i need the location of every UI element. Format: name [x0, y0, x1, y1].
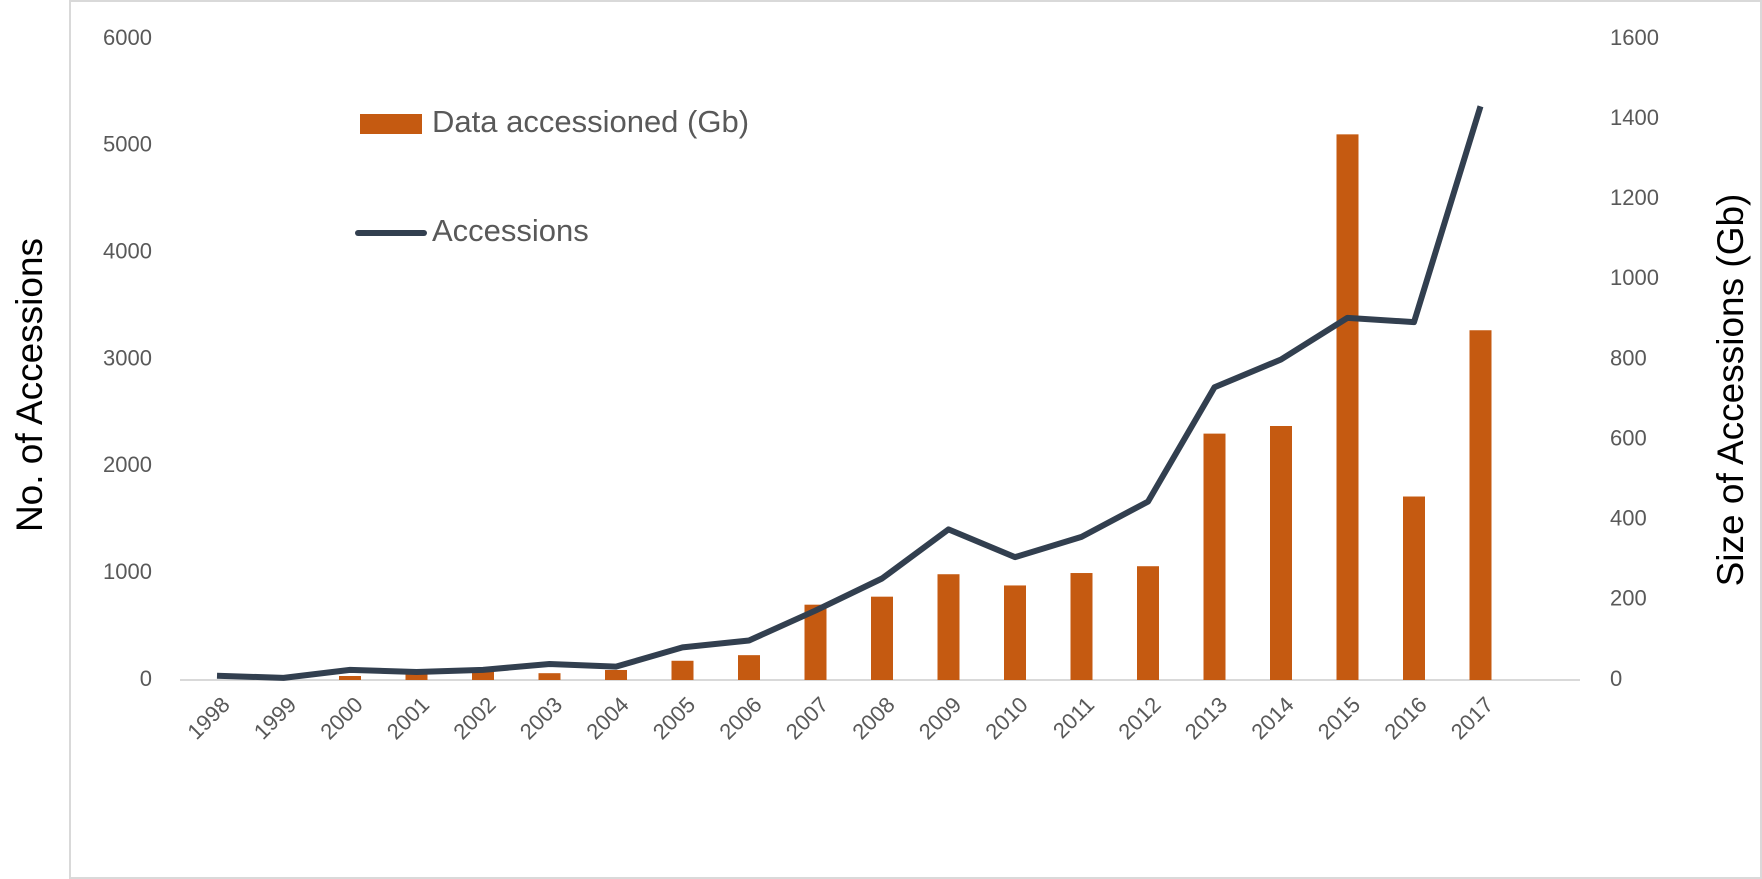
y-tick-label: 4000	[103, 238, 152, 263]
x-tick-label: 2003	[515, 692, 567, 744]
legend-swatch	[360, 114, 422, 134]
x-tick-label: 2002	[448, 692, 500, 744]
legend-label: Data accessioned (Gb)	[432, 104, 749, 139]
x-tick-label: 2017	[1446, 692, 1498, 744]
y2-tick-label: 1200	[1610, 185, 1659, 210]
x-tick-label: 2004	[581, 692, 633, 744]
bar	[1203, 433, 1226, 680]
bar	[1004, 585, 1026, 680]
y2-tick-label: 800	[1610, 345, 1647, 370]
chart-frame	[69, 0, 1762, 879]
bar	[538, 673, 561, 680]
bar	[1270, 426, 1292, 680]
bar	[1137, 566, 1159, 680]
x-tick-label: 1998	[182, 692, 234, 744]
x-tick-label: 2008	[847, 692, 899, 744]
y-tick-label: 0	[140, 666, 152, 691]
y-tick-label: 1000	[103, 559, 152, 584]
x-tick-label: 2005	[648, 692, 700, 744]
bar	[1469, 330, 1492, 680]
bar	[1336, 134, 1359, 680]
y2-tick-label: 1000	[1610, 265, 1659, 290]
y2-tick-label: 400	[1610, 506, 1647, 531]
bar	[804, 604, 827, 680]
bar	[605, 669, 627, 680]
x-tick-label: 2014	[1246, 692, 1298, 744]
y2-tick-label: 0	[1610, 666, 1622, 691]
y-tick-label: 5000	[103, 132, 152, 157]
y2-tick-label: 600	[1610, 425, 1647, 450]
x-tick-label: 2015	[1313, 692, 1365, 744]
y-tick-label: 2000	[103, 452, 152, 477]
x-tick-label: 2006	[714, 692, 766, 744]
bar	[937, 574, 960, 680]
x-tick-label: 2012	[1113, 692, 1165, 744]
y2-tick-label: 1400	[1610, 105, 1659, 130]
bar	[671, 660, 694, 680]
bar	[472, 671, 494, 680]
line	[216, 105, 1484, 681]
y2-tick-label: 200	[1610, 586, 1647, 611]
bar	[1403, 496, 1425, 680]
legend-label: Accessions	[432, 213, 589, 248]
y2-tick-label: 1600	[1610, 25, 1659, 50]
bar	[738, 655, 760, 680]
x-tick-label: 1999	[249, 692, 301, 744]
y-axis-title: No. of Accessions	[9, 238, 50, 532]
bar	[339, 675, 361, 680]
y2-axis-title: Size of Accessions (Gb)	[1710, 194, 1751, 587]
x-tick-label: 2009	[914, 692, 966, 744]
x-tick-label: 2016	[1379, 692, 1431, 744]
bar	[405, 671, 428, 680]
y-tick-label: 3000	[103, 345, 152, 370]
x-tick-label: 2010	[980, 692, 1032, 744]
x-tick-label: 2001	[382, 692, 434, 744]
x-tick-label: 2011	[1048, 692, 1099, 743]
x-tick-label: 2000	[315, 692, 367, 744]
x-tick-label: 2013	[1180, 692, 1232, 744]
bar	[1070, 573, 1093, 680]
bar	[871, 596, 893, 680]
y-tick-label: 6000	[103, 25, 152, 50]
x-tick-label: 2007	[781, 692, 833, 744]
